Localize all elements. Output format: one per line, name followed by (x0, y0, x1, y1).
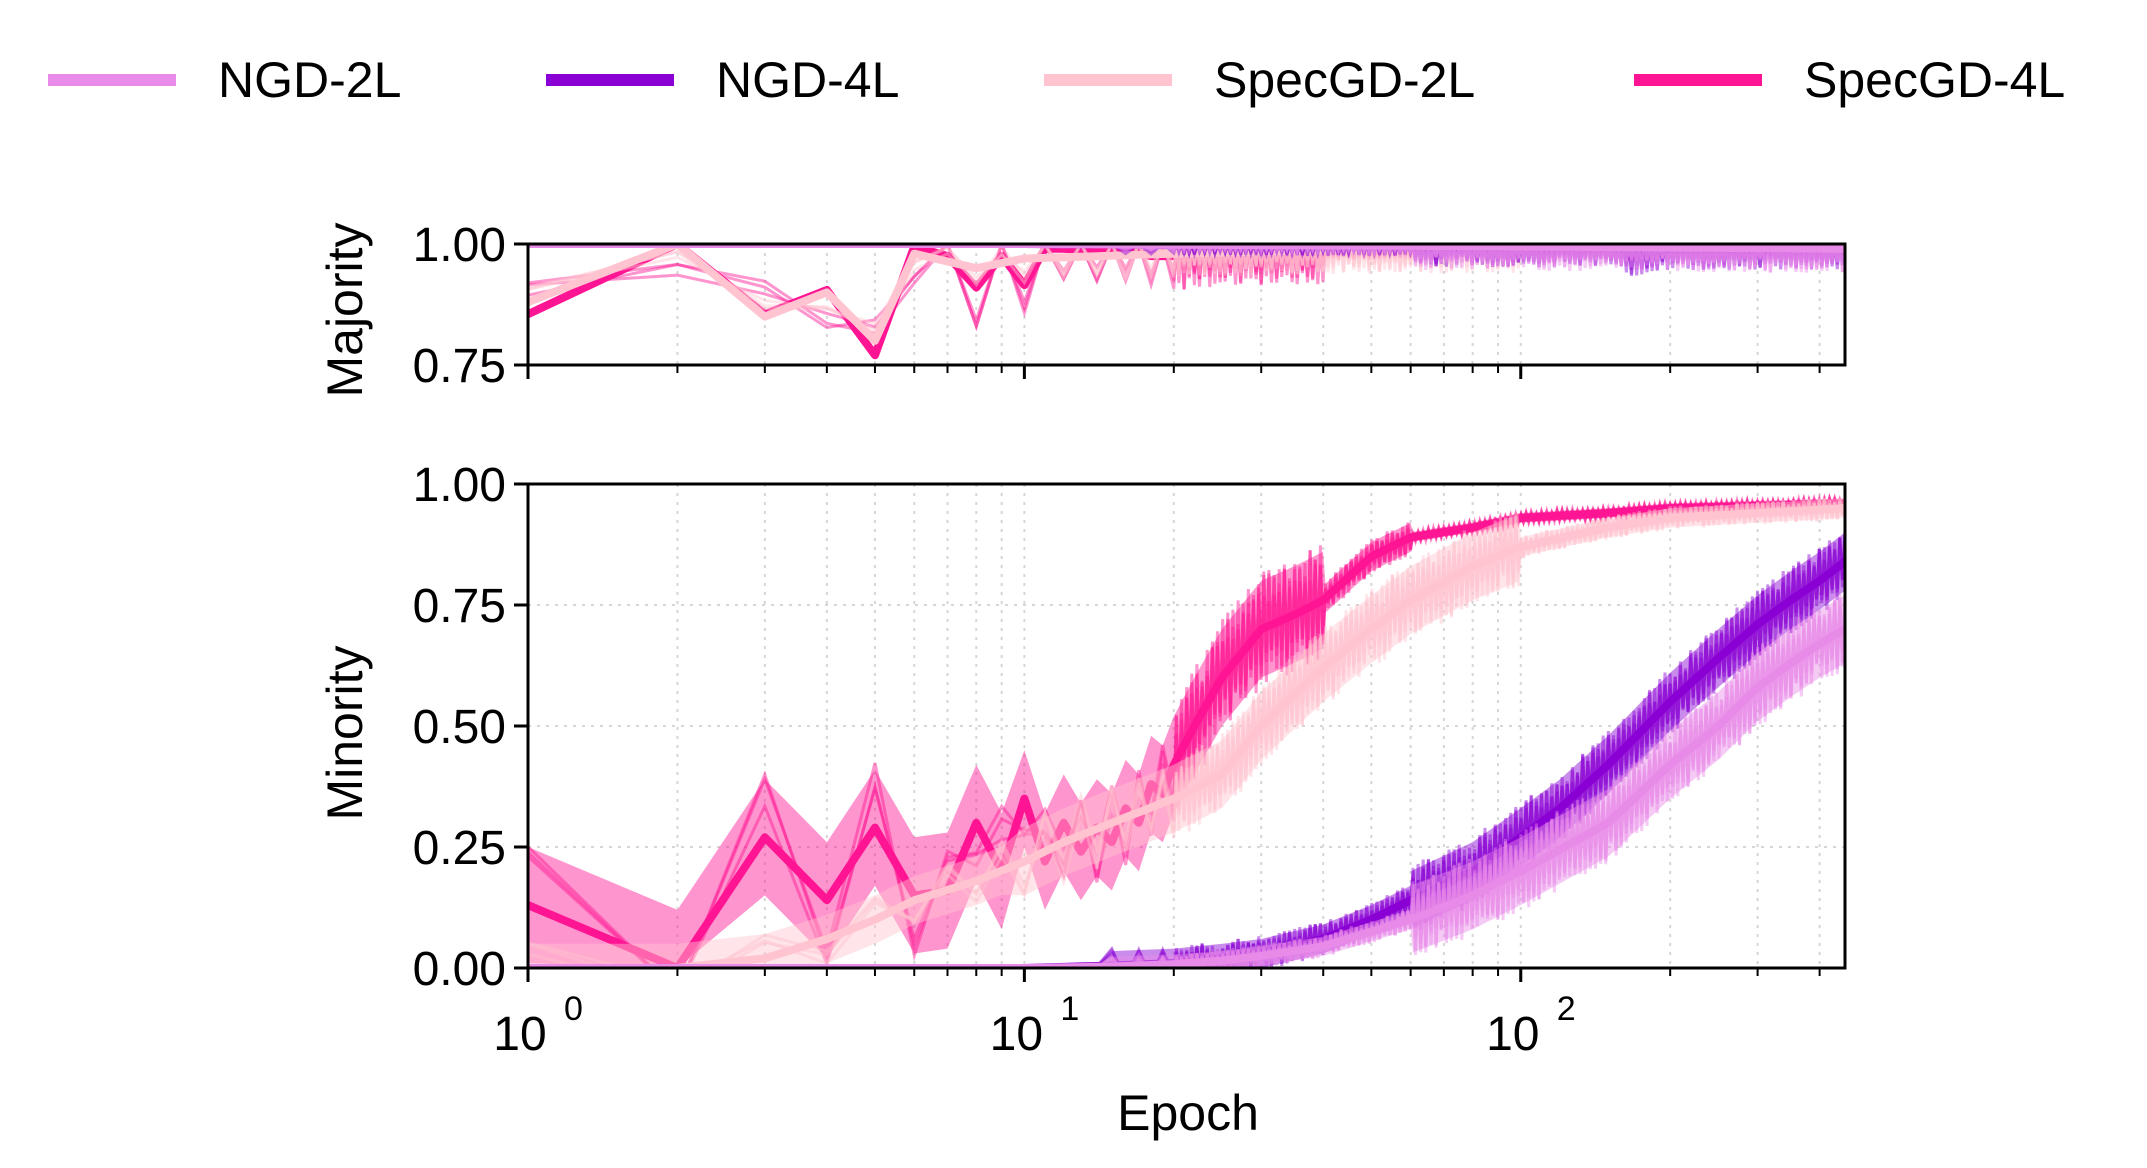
minority-y-tick-label: 0.50 (413, 701, 506, 754)
series-line-minority-ngd-2l (528, 625, 1845, 968)
minority-series-group (528, 492, 1845, 968)
x-tick-label: 10 (493, 1008, 546, 1061)
x-tick-label: 10 (990, 1008, 1043, 1061)
legend-entry-specgd-2l: SpecGD-2L (1044, 40, 1475, 120)
minority-panel: 0.00 0.25 0.50 0.75 1.00 (413, 459, 1847, 996)
series-trace-majority-ngd-4l (528, 244, 1845, 275)
series-line-minority-specgd-4l (528, 499, 1845, 968)
series-band-minority-ngd-4l (528, 532, 1845, 968)
legend-label-specgd-2l: SpecGD-2L (1214, 52, 1476, 108)
legend-entry-specgd-4l: SpecGD-4L (1634, 40, 2065, 120)
x-tick-label-exponent: 0 (564, 990, 583, 1028)
minority-ylabel: Minority (317, 645, 373, 820)
series-trace-minority-ngd-4l (528, 537, 1845, 968)
legend-swatch-specgd-4l (1634, 74, 1762, 86)
legend-label-ngd-4l: NGD-4L (716, 52, 900, 108)
legend-label-ngd-2l: NGD-2L (218, 52, 402, 108)
series-line-minority-specgd-2l (528, 504, 1845, 968)
legend-entry-ngd-2l: NGD-2L (48, 40, 401, 120)
majority-axes-frame (526, 242, 1847, 367)
legend-label-specgd-4l: SpecGD-4L (1804, 52, 2066, 108)
legend-entry-ngd-4l: NGD-4L (546, 40, 899, 120)
majority-y-tick-label: 0.75 (413, 340, 506, 393)
minority-y-tick-label: 0.25 (413, 822, 506, 875)
x-axis-label: Epoch (1117, 1085, 1259, 1141)
minority-y-tick-label: 0.75 (413, 580, 506, 633)
minority-y-tick-label: 1.00 (413, 459, 506, 512)
minority-y-tick-label: 0.00 (413, 943, 506, 996)
x-tick-labels: 10 0 10 1 10 2 (493, 990, 1575, 1061)
majority-series-group (528, 244, 1845, 360)
x-tick-label-exponent: 2 (1557, 990, 1576, 1028)
x-tick-label: 10 (1486, 1008, 1539, 1061)
legend-swatch-ngd-4l (546, 74, 674, 86)
series-trace-majority-ngd-4l (528, 244, 1845, 277)
majority-panel: 0.75 1.00 (413, 219, 1847, 393)
x-tick-label-exponent: 1 (1060, 990, 1079, 1028)
majority-y-tick-label: 1.00 (413, 219, 506, 272)
legend-swatch-specgd-2l (1044, 74, 1172, 86)
legend: NGD-2L NGD-4L SpecGD-2L SpecGD-4L (0, 40, 2147, 120)
legend-swatch-ngd-2l (48, 74, 176, 86)
majority-ylabel: Majority (317, 222, 373, 397)
